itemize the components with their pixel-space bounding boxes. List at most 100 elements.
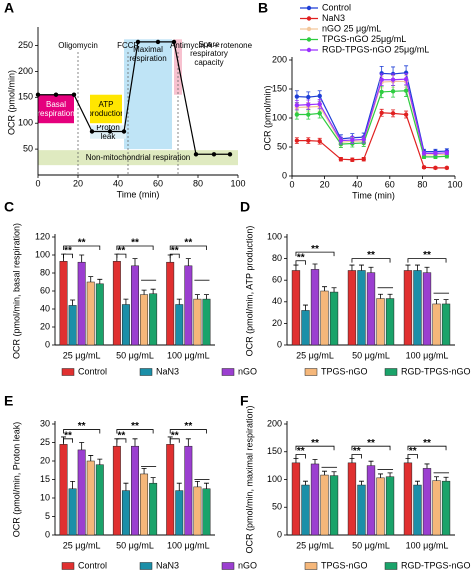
bar bbox=[86, 281, 95, 346]
error-bar bbox=[434, 476, 440, 481]
significance-bracket bbox=[116, 429, 154, 434]
y-axis-label: OCR (pmol/min, ATP production) bbox=[244, 226, 254, 357]
y-axis-label: OCR (pmol/min) bbox=[262, 85, 272, 150]
bar bbox=[366, 465, 376, 536]
point bbox=[294, 94, 300, 99]
region bbox=[124, 39, 172, 150]
y-tick-label: 20 bbox=[40, 321, 50, 331]
bar bbox=[376, 477, 385, 536]
point bbox=[433, 154, 438, 160]
error-bar bbox=[378, 473, 384, 478]
y-tick-label: 40 bbox=[272, 296, 282, 306]
significance-bracket bbox=[63, 438, 73, 443]
bar bbox=[310, 463, 320, 536]
y-tick-label: 200 bbox=[18, 66, 33, 76]
point bbox=[421, 165, 427, 170]
significance-bracket bbox=[295, 445, 335, 451]
event-label: Antimycin A + rotenone bbox=[170, 41, 253, 50]
significance-bracket bbox=[116, 438, 127, 443]
y-tick-label: 200 bbox=[272, 54, 287, 64]
significance-bracket bbox=[295, 454, 306, 459]
y-tick-label: 80 bbox=[272, 253, 282, 263]
error-bar bbox=[88, 276, 94, 282]
error-bar bbox=[97, 458, 103, 465]
legend-marker bbox=[306, 5, 312, 11]
significance-bracket bbox=[295, 251, 335, 257]
legend-label: RGD-TPGS-nGO 25μg/mL bbox=[322, 44, 429, 54]
point bbox=[89, 129, 95, 134]
legend-marker bbox=[306, 47, 312, 53]
legend-swatch bbox=[304, 368, 318, 376]
error-bar bbox=[194, 294, 200, 300]
legend-label: Control bbox=[78, 560, 107, 570]
bar bbox=[202, 488, 211, 536]
significance-label: ** bbox=[64, 430, 72, 441]
bar bbox=[175, 304, 184, 346]
significance-bracket bbox=[351, 258, 391, 263]
significance-label: ** bbox=[184, 238, 192, 249]
bar bbox=[441, 480, 451, 536]
point bbox=[211, 152, 217, 157]
legend-swatch bbox=[139, 368, 153, 376]
y-axis-label: OCR (pmol/min, Proton leak) bbox=[11, 422, 21, 538]
error-bar bbox=[88, 455, 94, 461]
y-tick-label: 50 bbox=[272, 502, 282, 512]
error-bar bbox=[185, 258, 191, 266]
significance-label: ** bbox=[131, 421, 139, 432]
y-tick-label: 0 bbox=[45, 339, 50, 349]
significance-bracket bbox=[116, 253, 127, 259]
significance-bracket bbox=[169, 429, 207, 434]
error-bar bbox=[141, 289, 147, 295]
significance-label: ** bbox=[78, 238, 86, 249]
bar bbox=[432, 303, 441, 346]
y-tick-label: 20 bbox=[272, 318, 282, 328]
point bbox=[421, 151, 427, 156]
legend-swatch bbox=[221, 368, 235, 376]
point bbox=[155, 39, 161, 45]
error-bar bbox=[378, 293, 384, 299]
significance-label: ** bbox=[311, 438, 319, 449]
bar bbox=[432, 480, 441, 536]
significance-bracket bbox=[351, 454, 362, 459]
y-tick-label: 100 bbox=[35, 249, 50, 259]
error-bar bbox=[424, 463, 430, 469]
panel-label: E bbox=[4, 393, 13, 409]
event-label: Oligomycin bbox=[58, 41, 98, 50]
significance-bracket bbox=[116, 245, 154, 250]
bar bbox=[77, 449, 86, 536]
y-tick-label: 0 bbox=[282, 170, 287, 180]
significance-bracket bbox=[63, 429, 101, 434]
point bbox=[403, 112, 409, 117]
legend-label: TPGS-nGO 25μg/mL bbox=[322, 34, 406, 44]
error-bar bbox=[141, 468, 147, 474]
legend-swatch bbox=[61, 368, 75, 376]
x-axis-label: Time (min) bbox=[117, 189, 160, 199]
error-bar bbox=[331, 287, 337, 293]
y-tick-label: 100 bbox=[272, 112, 287, 122]
error-bar bbox=[443, 476, 449, 482]
region-label-box: Proton leak bbox=[96, 125, 120, 138]
significance-bracket bbox=[295, 260, 306, 265]
point bbox=[227, 152, 233, 157]
region bbox=[38, 150, 238, 166]
legend-label: nGO 25 μg/mL bbox=[322, 23, 381, 33]
error-bar bbox=[79, 442, 85, 450]
error-bar bbox=[123, 482, 129, 491]
legend-label: Control bbox=[322, 2, 351, 12]
bar bbox=[301, 310, 310, 346]
error-bar bbox=[349, 264, 355, 271]
legend-label: NaN3 bbox=[156, 560, 179, 570]
panel-label: A bbox=[4, 0, 14, 16]
y-tick-label: 60 bbox=[40, 285, 50, 295]
error-bar bbox=[322, 470, 328, 476]
series-line bbox=[38, 41, 230, 155]
panel-label: C bbox=[4, 199, 14, 215]
point bbox=[294, 112, 300, 117]
bar bbox=[131, 445, 139, 536]
region-label-box: ATP production bbox=[90, 100, 122, 118]
point bbox=[433, 151, 438, 156]
y-axis-label: OCR (pmol/min, basal respiration) bbox=[11, 223, 21, 359]
x-tick-label: 25 μg/mL bbox=[296, 540, 334, 550]
legend-swatch bbox=[61, 562, 75, 570]
